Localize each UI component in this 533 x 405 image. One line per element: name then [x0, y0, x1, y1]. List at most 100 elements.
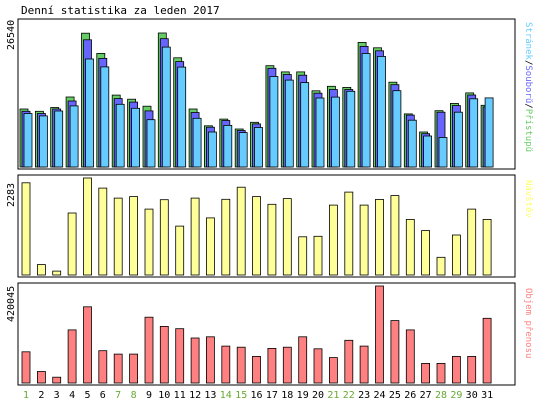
bar-visits-day-14	[221, 198, 231, 276]
x-axis-labels: 1 2 3 4 5 6 7 8 9 10 11 12 13 14 15 16 17 18 19 20 21 22 23 24 2…	[23, 390, 493, 401]
bar-visits-day-29	[451, 234, 461, 276]
bar-visits-day-10	[159, 199, 169, 276]
requests-side-legend: Stránek/Souborů/Přístupů	[523, 22, 533, 152]
bar-bytes-day-20	[313, 348, 323, 384]
bar-visits-day-9	[144, 208, 154, 276]
x-tick-day-30: 30	[466, 390, 478, 401]
bar-pages-day-28	[438, 137, 448, 168]
bar-bytes-day-5	[83, 306, 92, 384]
bar-pages-day-17	[269, 76, 279, 168]
bar-bytes-day-30	[467, 355, 477, 384]
bar-visits-day-22	[344, 191, 354, 276]
legend-files: Souborů	[523, 65, 533, 103]
bar-visits-day-28	[436, 256, 446, 276]
bar-pages-day-20	[315, 97, 325, 168]
requests-ymax-label: 26540	[6, 20, 17, 50]
bar-bytes-day-11	[175, 328, 185, 384]
bar-pages-day-21	[330, 96, 340, 168]
x-tick-day-3: 3	[54, 390, 60, 401]
x-tick-day-6: 6	[100, 390, 106, 401]
bar-bytes-day-1	[21, 351, 31, 384]
bars-layer	[19, 32, 494, 384]
bar-pages-day-10	[161, 46, 171, 168]
chart-title: Denní statistika za leden 2017	[21, 4, 220, 17]
bar-bytes-day-18	[282, 346, 292, 384]
bar-pages-day-6	[100, 66, 110, 168]
bar-visits-day-7	[113, 197, 123, 276]
bar-pages-day-2	[39, 115, 48, 168]
bar-bytes-day-4	[67, 329, 77, 384]
bar-pages-day-4	[69, 105, 79, 168]
bar-bytes-day-25	[390, 320, 400, 384]
bar-visits-day-3	[52, 270, 62, 276]
x-tick-day-22: 22	[343, 390, 355, 401]
bar-bytes-day-24	[375, 285, 384, 384]
bar-pages-day-9	[146, 119, 156, 168]
legend-hits: Přístupů	[523, 109, 533, 152]
bar-pages-day-8	[131, 107, 141, 168]
bar-bytes-day-19	[298, 336, 308, 384]
bar-visits-day-23	[359, 204, 369, 276]
bar-pages-day-23	[361, 53, 371, 168]
x-tick-day-10: 10	[158, 390, 170, 401]
bar-bytes-day-15	[236, 346, 246, 384]
bar-visits-day-31	[482, 218, 492, 276]
x-tick-day-8: 8	[131, 390, 137, 401]
bar-bytes-day-29	[451, 355, 461, 384]
x-tick-day-19: 19	[297, 390, 309, 401]
bar-pages-day-18	[284, 79, 294, 168]
x-tick-day-17: 17	[266, 390, 278, 401]
legend-pages: Stránek	[523, 22, 533, 61]
bar-bytes-day-13	[205, 336, 215, 384]
bar-visits-day-2	[37, 264, 46, 276]
x-tick-day-14: 14	[220, 390, 232, 401]
x-tick-day-16: 16	[250, 390, 262, 401]
x-tick-day-12: 12	[189, 390, 201, 401]
bar-bytes-day-26	[405, 329, 415, 384]
x-tick-day-11: 11	[174, 390, 186, 401]
bar-bytes-day-17	[267, 347, 277, 384]
bar-pages-day-1	[23, 113, 33, 168]
bar-pages-day-24	[377, 56, 386, 168]
bar-bytes-day-3	[52, 376, 62, 384]
bar-visits-day-16	[252, 196, 261, 276]
x-tick-day-2: 2	[38, 390, 44, 401]
x-tick-day-18: 18	[281, 390, 293, 401]
bytes-side-legend: Objem přenosu	[523, 288, 533, 358]
bar-visits-day-13	[205, 217, 215, 276]
x-tick-day-15: 15	[235, 390, 247, 401]
x-tick-day-29: 29	[450, 390, 462, 401]
bar-visits-day-20	[313, 235, 323, 276]
x-tick-day-26: 26	[404, 390, 416, 401]
bar-visits-day-4	[67, 212, 77, 276]
bar-pages-day-29	[453, 111, 463, 168]
bar-pages-day-25	[392, 90, 402, 168]
bar-visits-day-15	[236, 186, 246, 276]
bar-bytes-day-21	[328, 357, 338, 384]
bar-bytes-day-28	[436, 362, 446, 384]
bar-bytes-day-8	[129, 353, 139, 384]
bar-pages-day-12	[192, 117, 202, 168]
bar-visits-day-6	[98, 187, 108, 276]
bar-visits-day-21	[328, 204, 338, 276]
bar-bytes-day-31	[482, 317, 492, 384]
x-tick-day-7: 7	[115, 390, 121, 401]
bar-visits-day-19	[298, 236, 308, 276]
x-tick-day-23: 23	[358, 390, 370, 401]
bar-visits-day-27	[421, 230, 431, 276]
x-tick-day-20: 20	[312, 390, 324, 401]
x-tick-day-24: 24	[373, 390, 385, 401]
bar-visits-day-8	[129, 196, 139, 276]
bar-visits-day-30	[467, 208, 477, 276]
bar-pages-day-22	[346, 90, 356, 168]
visits-ymax-label: 2283	[6, 183, 17, 207]
bar-visits-day-11	[175, 225, 185, 276]
bar-visits-day-1	[21, 182, 31, 276]
x-tick-day-27: 27	[420, 390, 432, 401]
bar-visits-day-18	[282, 198, 292, 276]
bar-bytes-day-16	[252, 355, 261, 384]
bar-visits-day-24	[375, 198, 384, 276]
x-tick-day-13: 13	[204, 390, 216, 401]
